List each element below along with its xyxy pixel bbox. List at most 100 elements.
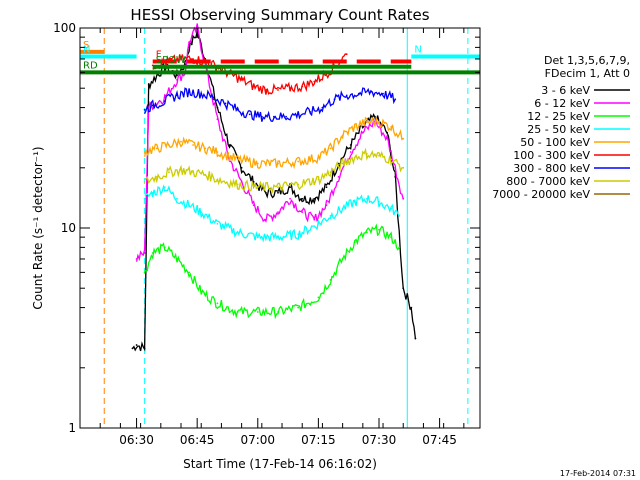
- data-point-3-12: [329, 215, 332, 217]
- data-point-0-23: [374, 115, 376, 118]
- data-point-0-25: [394, 176, 397, 178]
- data-point-2-3: [176, 258, 178, 260]
- x-axis-label: Start Time (17-Feb-14 06:16:02): [183, 457, 377, 471]
- data-point-3-5: [200, 211, 203, 214]
- data-point-7-1: [155, 176, 158, 178]
- legend-label-2: 12 - 25 keV: [527, 110, 590, 123]
- data-point-4-6: [216, 151, 219, 153]
- data-point-2-10: [297, 306, 300, 309]
- data-point-6-15: [321, 106, 324, 109]
- data-point-6-19: [370, 90, 372, 93]
- data-point-6-12: [285, 115, 287, 118]
- data-point-3-9: [277, 236, 279, 239]
- data-point-1-21: [361, 131, 364, 134]
- data-point-0-18: [313, 197, 316, 200]
- data-point-7-3: [180, 169, 182, 171]
- legend-label-1: 6 - 12 keV: [534, 97, 590, 110]
- data-point-0-22: [361, 126, 364, 128]
- data-point-4-7: [236, 158, 239, 161]
- data-point-0-28: [414, 337, 417, 340]
- data-point-3-16: [378, 201, 380, 203]
- data-point-1-14: [277, 211, 279, 214]
- data-point-5-2: [180, 58, 182, 60]
- y-tick-label-1: 10: [61, 221, 76, 235]
- data-point-2-7: [236, 311, 239, 313]
- data-point-6-2: [163, 100, 166, 103]
- data-point-7-16: [378, 154, 380, 157]
- data-point-3-2: [163, 186, 166, 189]
- axis-ticks: 1 10 100 06:30 06:45 07:00 07:15 07:30 07:45: [53, 21, 480, 447]
- data-point-2-2: [163, 246, 166, 249]
- data-point-1-20: [349, 151, 352, 153]
- data-point-3-18: [398, 215, 401, 217]
- legend-label-7: 800 - 7000 keV: [506, 175, 590, 188]
- data-point-4-8: [256, 162, 259, 165]
- data-point-1-0: [135, 258, 138, 260]
- data-point-3-15: [366, 197, 368, 200]
- data-point-0-26: [402, 287, 405, 290]
- data-point-2-12: [329, 279, 332, 281]
- data-point-1-13: [265, 218, 267, 221]
- data-point-4-5: [204, 147, 207, 150]
- data-point-4-14: [353, 126, 356, 128]
- data-point-6-18: [357, 92, 360, 95]
- data-point-0-2: [143, 347, 146, 350]
- data-point-7-17: [390, 158, 392, 161]
- data-point-1-9: [216, 118, 219, 121]
- y-axis-label: Count Rate (s⁻¹ detector⁻¹): [31, 146, 45, 309]
- data-point-6-6: [212, 96, 215, 99]
- data-point-4-15: [366, 120, 368, 123]
- data-point-7-6: [216, 178, 219, 181]
- data-point-5-13: [313, 80, 316, 83]
- data-point-2-17: [390, 236, 392, 239]
- data-point-7-13: [341, 162, 344, 165]
- data-point-4-13: [341, 134, 344, 137]
- x-tick-label-2: 07:00: [240, 433, 275, 447]
- data-point-3-3: [176, 197, 178, 200]
- data-point-3-10: [297, 233, 300, 236]
- data-point-7-5: [204, 173, 207, 176]
- data-point-4-9: [277, 162, 279, 165]
- data-point-2-14: [353, 241, 356, 244]
- flag-label-3: F: [156, 49, 162, 60]
- data-point-2-4: [188, 271, 191, 274]
- data-point-1-18: [325, 204, 328, 207]
- data-point-4-17: [390, 126, 392, 128]
- data-point-0-11: [228, 144, 231, 146]
- series-line-4: [143, 116, 404, 170]
- x-tick-label-3: 07:15: [301, 433, 336, 447]
- data-point-7-12: [329, 171, 332, 174]
- data-point-3-1: [151, 191, 154, 194]
- series-line-2: [144, 223, 400, 320]
- series-6: [143, 87, 397, 122]
- data-point-6-14: [309, 111, 312, 113]
- data-point-5-7: [240, 79, 243, 81]
- data-point-0-21: [349, 144, 352, 146]
- legend-label-4: 50 - 100 keV: [520, 136, 590, 149]
- data-point-1-24: [394, 166, 397, 169]
- data-point-7-7: [236, 183, 239, 186]
- data-point-3-14: [353, 201, 356, 203]
- data-point-4-11: [317, 156, 320, 159]
- data-point-2-18: [398, 246, 401, 249]
- print-timestamp: 17-Feb-2014 07:31: [560, 469, 636, 478]
- data-point-7-18: [402, 166, 405, 169]
- data-point-3-17: [390, 207, 392, 210]
- data-point-2-9: [277, 311, 279, 313]
- data-point-0-16: [289, 186, 291, 189]
- data-point-2-0: [143, 271, 146, 274]
- data-point-7-0: [143, 181, 146, 183]
- data-point-0-17: [301, 197, 304, 200]
- data-point-4-3: [180, 140, 182, 143]
- data-point-6-1: [151, 104, 154, 107]
- data-point-3-4: [188, 204, 191, 207]
- data-point-5-8: [252, 85, 255, 88]
- data-point-0-24: [386, 131, 388, 134]
- data-point-2-15: [366, 231, 368, 234]
- data-point-0-5: [176, 74, 178, 77]
- data-point-5-12: [301, 85, 304, 88]
- data-point-2-5: [200, 290, 203, 293]
- data-point-6-17: [345, 94, 348, 97]
- data-point-0-13: [252, 181, 255, 183]
